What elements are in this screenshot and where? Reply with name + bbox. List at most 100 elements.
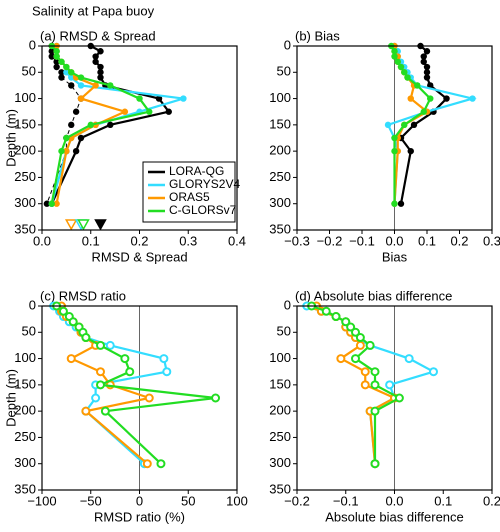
y-tick-label: 350 <box>269 481 291 496</box>
data-point <box>136 95 143 102</box>
data-point <box>394 393 404 403</box>
data-point <box>331 312 341 322</box>
x-tick-label: −100 <box>27 493 56 508</box>
data-point <box>53 53 60 60</box>
x-tick-label: 0.1 <box>82 233 100 248</box>
y-tick-label: 50 <box>277 324 291 339</box>
series-line <box>306 304 437 464</box>
y-tick-label: 300 <box>14 195 36 210</box>
x-tick-label: 0.3 <box>179 233 197 248</box>
y-tick-label: 0 <box>29 37 36 52</box>
data-point <box>162 367 172 377</box>
data-point <box>68 121 75 129</box>
mean-marker <box>94 219 107 231</box>
data-point <box>397 200 405 207</box>
data-point <box>107 82 114 89</box>
panel-title: (d) Absolute bias difference <box>295 288 452 303</box>
y-tick-label: 100 <box>269 90 291 105</box>
data-point <box>429 367 438 377</box>
data-point <box>391 134 398 142</box>
data-point <box>360 367 370 377</box>
data-point <box>355 340 365 350</box>
x-tick-label: 0.2 <box>130 233 148 248</box>
data-point <box>53 48 60 55</box>
data-point <box>63 69 70 76</box>
data-point <box>58 147 65 155</box>
data-point <box>414 82 421 89</box>
data-point <box>404 354 414 364</box>
data-point <box>370 367 380 377</box>
data-point <box>97 48 104 55</box>
x-tick-label: 0.3 <box>483 233 500 248</box>
y-tick-label: 250 <box>14 169 36 184</box>
y-tick-label: 100 <box>269 350 291 365</box>
data-point <box>53 200 60 207</box>
panel-title: (c) RMSD ratio <box>40 288 126 303</box>
data-point <box>105 340 115 350</box>
y-tick-label: 150 <box>269 376 291 391</box>
data-point <box>391 53 398 60</box>
data-point <box>410 121 418 129</box>
data-point <box>397 63 405 71</box>
x-tick-label: 0 <box>136 493 143 508</box>
data-point <box>443 95 450 102</box>
y-tick-label: 50 <box>22 64 36 79</box>
x-tick-label: −0.1 <box>333 493 359 508</box>
x-tick-label: −0.1 <box>349 233 375 248</box>
data-point <box>155 95 163 102</box>
data-point <box>423 69 431 76</box>
x-tick-label: 0.0 <box>385 233 403 248</box>
spread-line <box>46 46 82 204</box>
y-tick-label: 350 <box>14 221 36 236</box>
data-point <box>351 354 360 364</box>
x-tick-label: 0.4 <box>228 233 246 248</box>
y-tick-label: 150 <box>14 376 36 391</box>
data-point <box>48 200 55 207</box>
y-tick-label: 0 <box>29 297 36 312</box>
figure-title: Salinity at Papa buoy <box>32 3 155 18</box>
data-point <box>423 74 431 81</box>
y-tick-label: 150 <box>14 116 36 131</box>
y-tick-label: 0 <box>284 37 291 52</box>
data-point <box>68 69 75 76</box>
x-axis-label: Bias <box>382 249 408 264</box>
data-point <box>91 393 101 403</box>
data-point <box>142 459 152 469</box>
x-tick-label: 50 <box>181 493 195 508</box>
data-point <box>420 108 427 115</box>
data-point <box>77 134 85 142</box>
data-point <box>77 74 85 81</box>
data-point <box>385 380 395 390</box>
data-point <box>96 380 105 390</box>
data-point <box>92 53 99 60</box>
data-point <box>423 48 431 55</box>
data-point <box>391 48 398 55</box>
data-point <box>180 95 187 102</box>
data-point <box>346 322 356 332</box>
y-tick-label: 300 <box>269 455 291 470</box>
y-tick-label: 50 <box>277 64 291 79</box>
data-point <box>97 74 104 81</box>
data-point <box>58 58 65 65</box>
data-point <box>391 147 398 155</box>
legend-label: C-GLORSv7 <box>169 203 237 217</box>
y-axis-label: Depth (m) <box>3 109 18 167</box>
y-tick-label: 200 <box>269 143 291 158</box>
y-tick-label: 150 <box>269 116 291 131</box>
data-point <box>355 333 365 343</box>
data-point <box>48 53 55 60</box>
data-point <box>58 74 65 81</box>
data-point <box>360 380 370 390</box>
plot-frame <box>41 45 238 231</box>
y-tick-label: 200 <box>14 403 36 418</box>
x-tick-label: 0.2 <box>483 493 500 508</box>
data-point <box>77 82 85 89</box>
data-point <box>407 95 414 102</box>
data-point <box>341 317 351 327</box>
data-point <box>365 340 375 350</box>
x-axis-label: RMSD & Spread <box>91 249 187 264</box>
series-line <box>390 45 432 204</box>
data-point <box>92 82 99 89</box>
y-tick-label: 250 <box>269 169 291 184</box>
data-point <box>63 63 70 71</box>
